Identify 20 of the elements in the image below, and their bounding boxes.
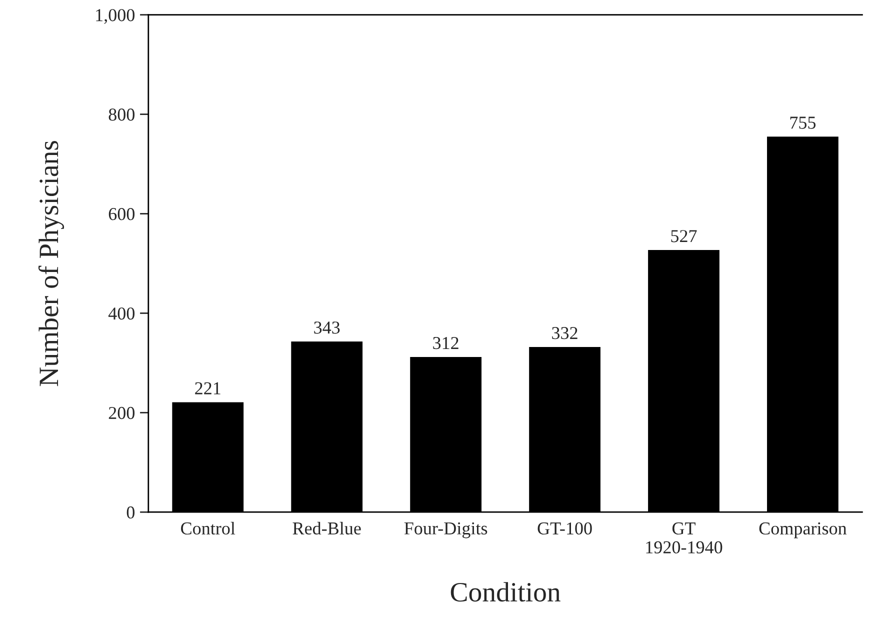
- x-tick-label: Red-Blue: [292, 522, 361, 535]
- data-label: 312: [433, 336, 458, 350]
- data-label: 221: [195, 382, 220, 394]
- x-axis-title: Condition: [450, 582, 560, 602]
- data-label: 332: [552, 327, 578, 340]
- x-tick-label: GT-100: [538, 522, 592, 535]
- data-label: 527: [671, 230, 697, 242]
- x-tick-label: Control: [181, 522, 236, 535]
- y-tick-label: 600: [108, 208, 134, 220]
- x-tick-label: Four-Digits: [404, 522, 488, 538]
- y-tick-label: 200: [108, 406, 134, 420]
- data-label: 343: [314, 322, 340, 334]
- y-axis-title: Number of Physicians: [38, 141, 64, 386]
- y-tick-label: 400: [108, 307, 134, 320]
- data-label: 755: [790, 116, 816, 129]
- y-tick-label: 800: [108, 108, 134, 121]
- y-tick-label: 0: [126, 506, 134, 519]
- y-tick-label: 1,000: [96, 9, 134, 24]
- x-tick-label: Comparison: [759, 522, 847, 538]
- x-tick-label: GT 1920-1940: [646, 522, 722, 554]
